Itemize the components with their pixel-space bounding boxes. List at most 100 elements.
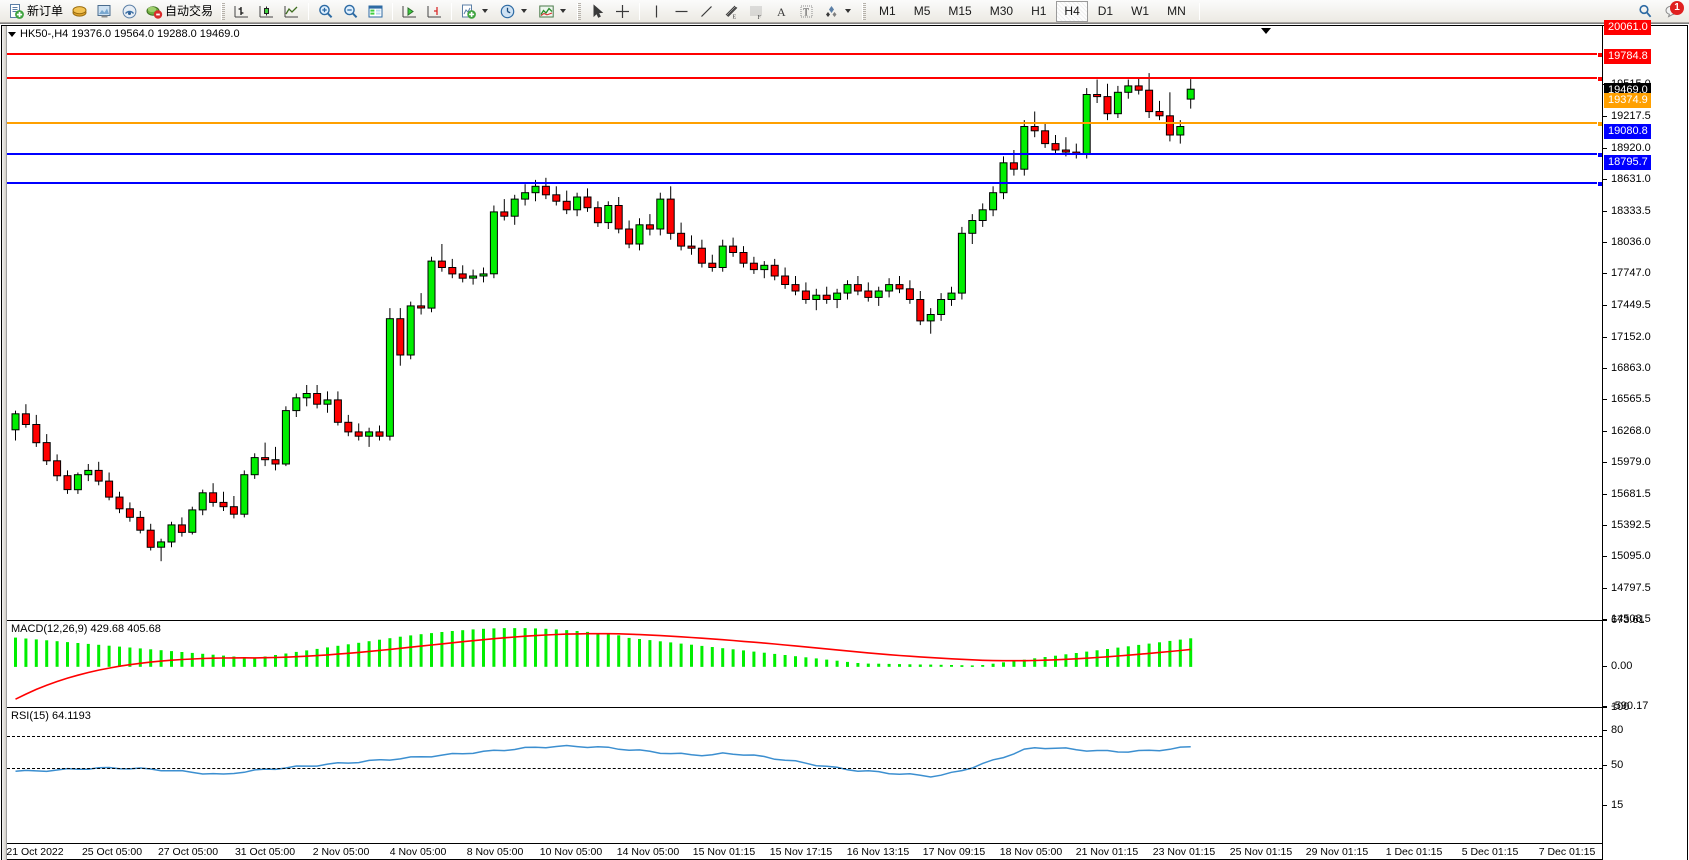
resistance-line-top[interactable]: [7, 52, 1602, 58]
macd-tick: [1603, 620, 1607, 621]
bar-chart-button[interactable]: [229, 1, 254, 22]
timeframe-clock-button[interactable]: [495, 1, 534, 22]
timeframe-m1[interactable]: M1: [879, 3, 896, 18]
svg-text:E: E: [733, 14, 737, 20]
connection-button[interactable]: [117, 1, 142, 22]
support-line-lower-chip[interactable]: 18795.7: [1604, 154, 1651, 170]
bid-price-line[interactable]: [7, 121, 1602, 127]
line-handle[interactable]: [1597, 76, 1602, 82]
timeframe-w1[interactable]: W1: [1131, 3, 1150, 18]
new-order-button[interactable]: 新订单: [4, 1, 67, 22]
chart-shift-button[interactable]: [422, 1, 447, 22]
vertical-line-button[interactable]: [644, 1, 669, 22]
line-handle[interactable]: [1597, 121, 1602, 127]
price-axis-label: 15681.5: [1611, 487, 1651, 500]
crosshair-icon: [614, 3, 631, 20]
main-toolbar: 新订单: [0, 0, 1689, 23]
timeframe-mn[interactable]: MN: [1167, 3, 1186, 18]
timeframe-m5[interactable]: M5: [913, 3, 931, 18]
toolbar-grip-1[interactable]: [221, 2, 226, 20]
timeframe-clock-icon: [499, 3, 516, 20]
timeframe-h4[interactable]: H4: [1056, 0, 1088, 22]
chevron-down-icon[interactable]: [560, 9, 567, 13]
publish-button[interactable]: [92, 1, 117, 22]
time-axis-label: 29 Nov 01:15: [1305, 846, 1369, 858]
support-line-upper[interactable]: [7, 152, 1602, 158]
crosshair-button[interactable]: [610, 1, 635, 22]
price-axis[interactable]: 19515.019217.518920.018631.018333.518036…: [1602, 19, 1687, 860]
time-axis-label: 16 Nov 13:15: [846, 846, 910, 858]
time-axis-label: 15 Nov 17:15: [769, 846, 833, 858]
time-axis-label: 21 Nov 01:15: [1075, 846, 1139, 858]
line-handle[interactable]: [1597, 152, 1602, 158]
toolbar-separator-3: [451, 2, 453, 20]
line-chart-button[interactable]: [279, 1, 304, 22]
price-tick: [1603, 588, 1607, 590]
rsi-level-50: [7, 768, 1602, 769]
toolbar-grip-2[interactable]: [577, 2, 582, 20]
toolbar-grip-3[interactable]: [862, 2, 867, 20]
bar-chart-icon: [233, 3, 250, 20]
indicators-button[interactable]: [534, 1, 573, 22]
chart-vertical-scrollbar[interactable]: [2, 26, 7, 860]
price-pane[interactable]: [7, 26, 1602, 619]
rsi-series: [15, 744, 1191, 778]
zoom-in-button[interactable]: [313, 1, 338, 22]
line-handle[interactable]: [1597, 52, 1602, 58]
line-handle[interactable]: [1597, 181, 1602, 187]
autotrading-button[interactable]: 自动交易: [142, 1, 217, 22]
data-window-button[interactable]: [363, 1, 388, 22]
resistance-line-second[interactable]: [7, 76, 1602, 82]
text-button[interactable]: A: [769, 1, 794, 22]
price-tick: [1603, 367, 1607, 369]
chevron-down-icon[interactable]: [845, 9, 852, 13]
support-line-lower[interactable]: [7, 181, 1602, 187]
new-chart-icon: [460, 3, 477, 20]
search-icon[interactable]: [1637, 3, 1654, 20]
fibonacci-button[interactable]: F: [744, 1, 769, 22]
fibonacci-icon: F: [748, 3, 765, 20]
timeframe-h1[interactable]: H1: [1031, 3, 1047, 18]
trendline-button[interactable]: [694, 1, 719, 22]
time-axis-label: 23 Nov 01:15: [1152, 846, 1216, 858]
cursor-button[interactable]: [585, 1, 610, 22]
chart-header: HK50-,H4 19376.0 19564.0 19288.0 19469.0: [8, 28, 240, 40]
chart-menu-caret-icon[interactable]: [8, 31, 16, 37]
auto-scroll-button[interactable]: [397, 1, 422, 22]
macd-pane[interactable]: MACD(12,26,9) 429.68 405.68: [7, 620, 1602, 706]
bid-line-chip[interactable]: 19374.9: [1604, 92, 1651, 108]
price-axis-label: 17449.5: [1611, 298, 1651, 311]
support-line-upper-chip[interactable]: 19080.8: [1604, 124, 1651, 140]
deposit-button[interactable]: [67, 1, 92, 22]
new-chart-button[interactable]: [456, 1, 495, 22]
timeframe-m30[interactable]: M30: [989, 3, 1014, 18]
publish-icon: [96, 3, 113, 20]
timeframe-d1[interactable]: D1: [1097, 3, 1114, 18]
resistance-line-top-chip[interactable]: 20061.0: [1604, 19, 1651, 35]
price-tick: [1603, 493, 1607, 495]
candlestick-chart-button[interactable]: [254, 1, 279, 22]
chart-frame[interactable]: HK50-,H4 19376.0 19564.0 19288.0 19469.0: [1, 19, 1688, 860]
time-axis-label: 25 Oct 05:00: [81, 846, 143, 858]
time-axis-label: 21 Oct 2022: [6, 846, 64, 858]
price-tick: [1603, 399, 1607, 401]
chevron-down-icon[interactable]: [521, 9, 528, 13]
resistance-line-second-chip[interactable]: 19784.8: [1604, 49, 1651, 64]
timeframe-m15[interactable]: M15: [948, 3, 972, 18]
rsi-pane[interactable]: RSI(15) 64.1193: [7, 707, 1602, 805]
chart-window: HK50-,H4 19376.0 19564.0 19288.0 19469.0: [0, 19, 1689, 860]
svg-text:F: F: [758, 15, 762, 20]
text-label-button[interactable]: T: [794, 1, 819, 22]
toolbar-separator-2: [392, 2, 394, 20]
chevron-down-icon[interactable]: [482, 9, 489, 13]
alerts-icon[interactable]: 1: [1664, 0, 1684, 20]
rsi-level-80: [7, 736, 1602, 737]
zoom-out-button[interactable]: [338, 1, 363, 22]
equidistant-channel-button[interactable]: E: [719, 1, 744, 22]
shapes-icon: [823, 3, 840, 20]
time-axis[interactable]: 21 Oct 2022 25 Oct 05:00 27 Oct 05:00 31 Oc…: [6, 843, 1602, 859]
connection-icon: [121, 3, 138, 20]
shapes-button[interactable]: [819, 1, 858, 22]
horizontal-line-button[interactable]: [669, 1, 694, 22]
